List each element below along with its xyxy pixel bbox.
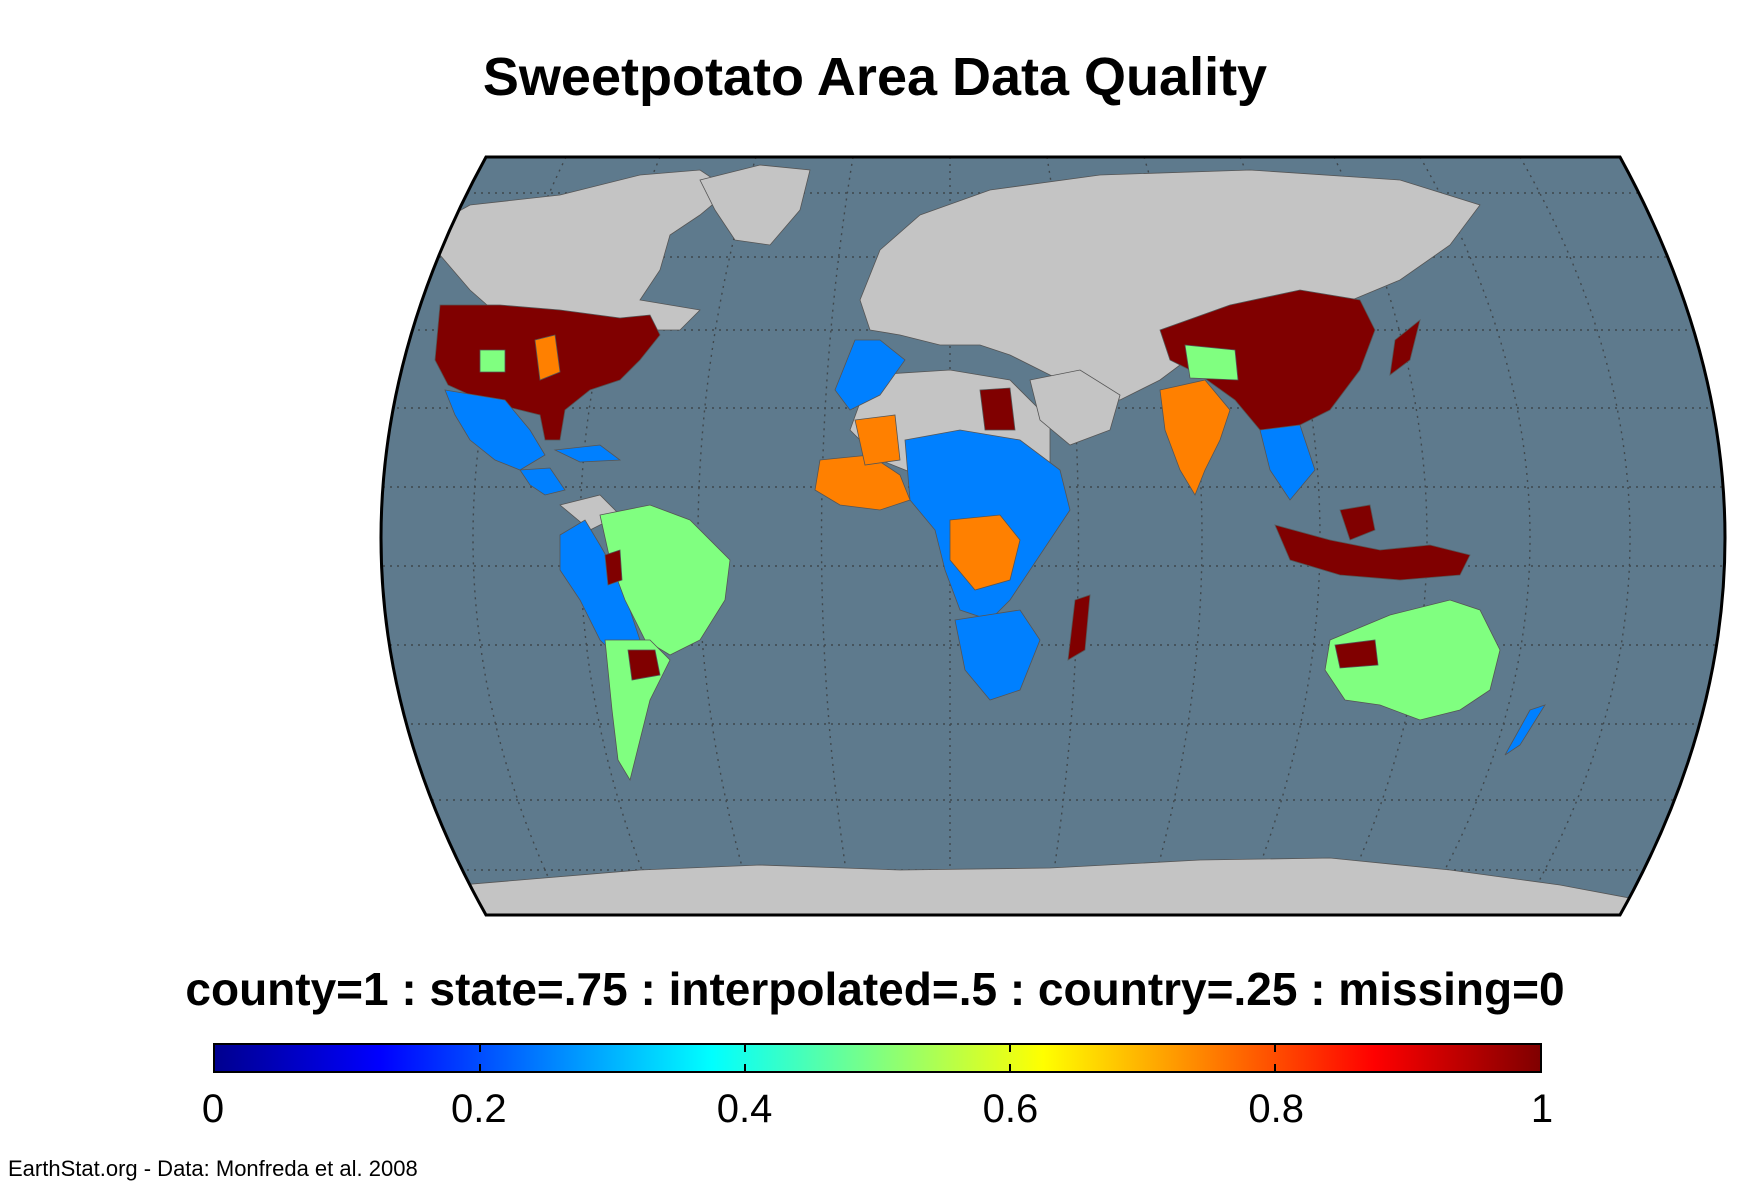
globe-outline [379, 155, 1727, 917]
region-southern-africa [954, 609, 1041, 701]
region-caribbean [553, 444, 622, 463]
region-argentina-county [627, 649, 661, 681]
colorbar-tick-mark [744, 1064, 746, 1071]
land-no-data [399, 164, 1641, 915]
region-brazil-county [604, 549, 623, 586]
colorbar-tick-label: 0.8 [1248, 1087, 1304, 1131]
colorbar-tick-mark [744, 1045, 746, 1052]
colorbar-tick-label: 0.2 [450, 1087, 507, 1131]
colorbar-tick-label: 0 [201, 1087, 225, 1131]
world-map [379, 155, 1727, 917]
region-usa-state [534, 334, 561, 381]
region-india [1159, 379, 1231, 496]
region-central-america [519, 467, 566, 496]
colorbar-tick-label: 1 [1530, 1087, 1554, 1131]
region-greenland [699, 164, 811, 246]
region-madagascar [1067, 594, 1091, 661]
credit-line: EarthStat.org - Data: Monfreda et al. 20… [8, 1156, 418, 1181]
region-borneo [1339, 504, 1376, 541]
colorbar-tick-label: 0.4 [716, 1087, 773, 1131]
region-australia [1324, 599, 1501, 721]
colorbar-tick-label: 0.6 [982, 1087, 1039, 1131]
colorbar-tick-mark [479, 1064, 481, 1071]
region-antarctica [399, 857, 1641, 915]
region-indonesia [1274, 524, 1471, 581]
region-usa-interpolated [479, 349, 506, 373]
colorbar [213, 1043, 1542, 1073]
region-southeast-asia [1259, 424, 1316, 501]
region-china-interpolated [1184, 344, 1239, 381]
region-middle-east [1029, 369, 1121, 446]
legend-caption: county=1 : state=.75 : interpolated=.5 :… [185, 963, 1565, 1015]
colorbar-tick-mark [1009, 1045, 1011, 1052]
region-congo [949, 514, 1021, 591]
region-japan [1389, 318, 1421, 376]
region-new-zealand [1504, 704, 1546, 756]
colorbar-tick-mark [1274, 1064, 1276, 1071]
region-mali-state [854, 414, 901, 466]
colorbar-tick-mark [1274, 1045, 1276, 1052]
map-title: Sweetpotato Area Data Quality [482, 47, 1268, 107]
region-alaska [381, 199, 446, 263]
region-brazil [599, 504, 731, 656]
region-north-africa [834, 339, 906, 411]
region-australia-county [1334, 639, 1379, 669]
colorbar-tick-mark [1009, 1064, 1011, 1071]
region-egypt [979, 387, 1016, 431]
colorbar-tick-mark [479, 1045, 481, 1052]
